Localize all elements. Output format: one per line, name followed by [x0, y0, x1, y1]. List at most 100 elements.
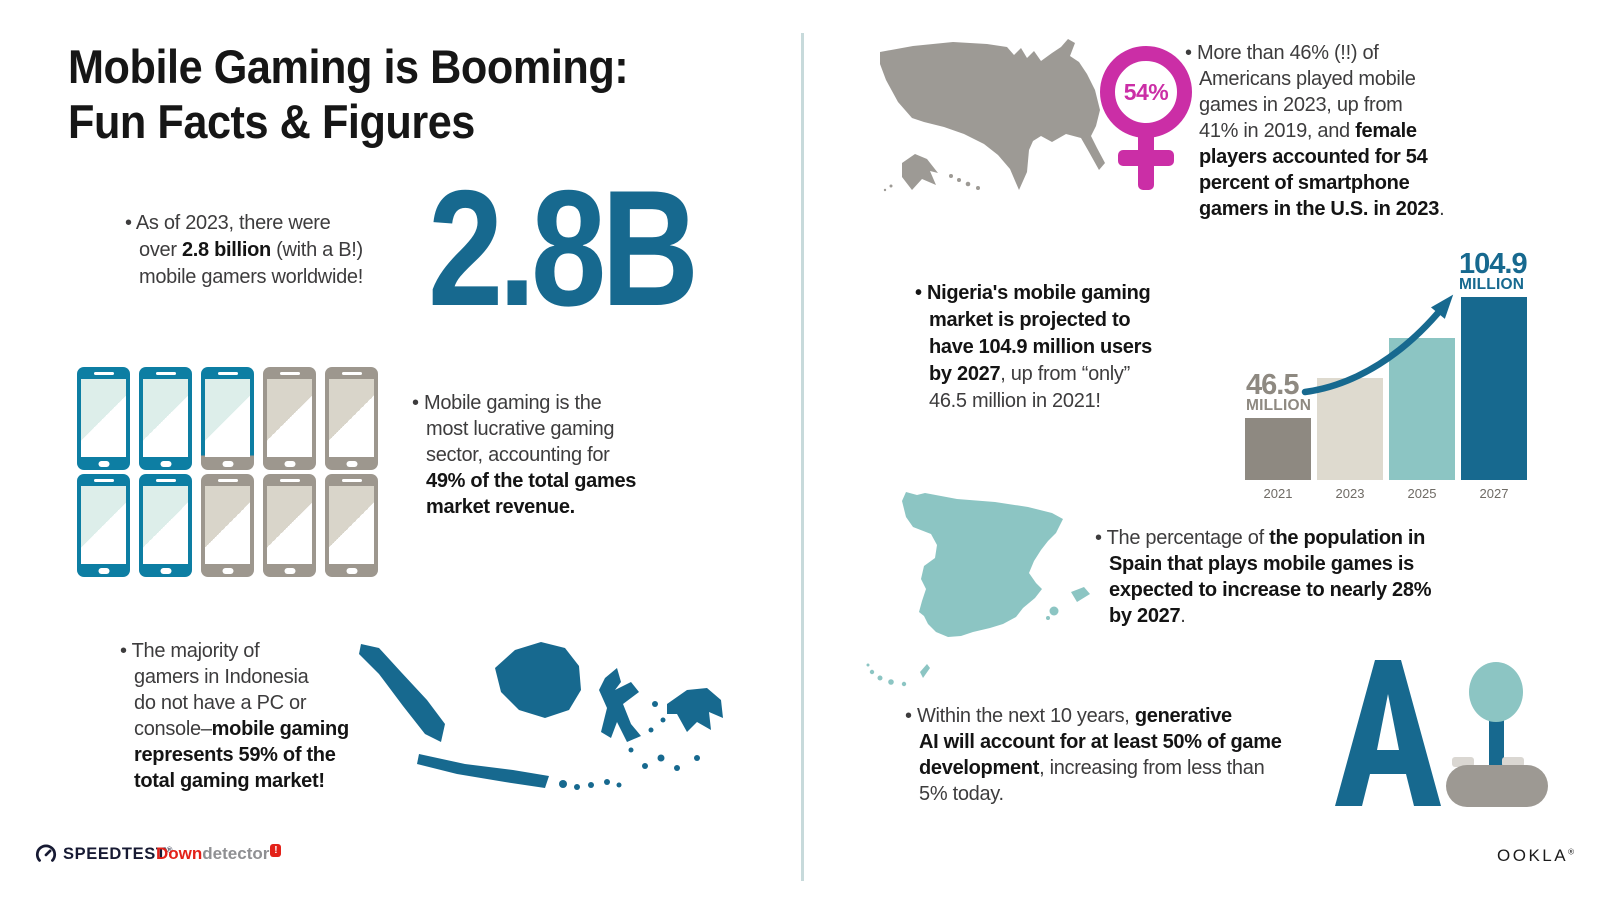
phone-screen — [329, 379, 374, 457]
joystick-ball-icon — [1469, 662, 1523, 722]
phone-speaker — [217, 478, 238, 482]
chart-label-2027: 104.9 MILLION — [1459, 247, 1528, 293]
text-run: mobile gaming represents 59% of the tota… — [134, 718, 349, 792]
text-run: the population in Spain that plays mobil… — [1109, 527, 1432, 627]
phone-screen — [81, 379, 126, 457]
phone-home-button — [160, 460, 171, 467]
downdetector-logo: Downdetector! — [156, 844, 282, 864]
phone-home-button — [222, 567, 233, 574]
spain-map-icon — [866, 492, 1090, 687]
downdetector-wordmark-detector: detector — [202, 844, 270, 863]
female-symbol-ring: 54% — [1100, 46, 1192, 138]
bar-rect-2027 — [1461, 297, 1527, 480]
text-run: • The majority of gamers in Indonesia do… — [120, 640, 309, 740]
bar-rect-2023 — [1317, 378, 1383, 480]
joystick-button-right — [1502, 757, 1524, 767]
phone-icon-gray — [325, 367, 378, 470]
chart-label-2027-value: 104.9 — [1459, 247, 1528, 280]
text-run: 49% of the total games market revenue. — [426, 470, 637, 518]
phone-speaker — [341, 371, 362, 375]
text-run: • Within the next 10 years, — [905, 705, 1135, 727]
phone-speaker — [155, 371, 176, 375]
bar-2021: 2021 — [1245, 245, 1311, 501]
letter-a-icon — [1335, 660, 1441, 806]
fact-spain: • The percentage of the population in Sp… — [1095, 525, 1431, 629]
speedtest-logo: SPEEDTEST® — [35, 843, 173, 865]
fact-nigeria: • Nigeria's mobile gaming market is proj… — [915, 280, 1152, 415]
bar-year-label: 2021 — [1263, 486, 1293, 501]
growth-arrow-icon — [1301, 294, 1454, 396]
phone-speaker — [217, 371, 238, 375]
phone-icon-teal — [77, 474, 130, 577]
female-symbol-crossbar — [1118, 150, 1174, 166]
phone-home-button — [346, 567, 357, 574]
text-run: . — [1180, 605, 1186, 627]
ookla-logo: OOKLA® — [1497, 846, 1577, 866]
phone-screen — [143, 486, 188, 564]
bar-year-label: 2025 — [1407, 486, 1437, 501]
phone-icon-gray — [263, 474, 316, 577]
page-title: Mobile Gaming is Booming: Fun Facts & Fi… — [68, 40, 629, 148]
phone-icon-teal — [139, 367, 192, 470]
chart-label-2021-value: 46.5 — [1246, 368, 1299, 401]
phone-screen — [267, 486, 312, 564]
bar-2025: 2025 — [1389, 245, 1455, 501]
phone-home-button — [222, 460, 233, 467]
phone-icon-split — [201, 367, 254, 470]
bar-year-label: 2027 — [1479, 486, 1509, 501]
text-run: . — [1439, 198, 1445, 220]
chart-label-2021: 46.5 MILLION — [1246, 368, 1312, 415]
chart-bars: 2021 2023 2025 2027 — [1245, 245, 1527, 501]
phone-home-button — [284, 567, 295, 574]
ookla-wordmark: OOKLA — [1497, 846, 1569, 865]
phone-home-button — [98, 567, 109, 574]
phone-screen — [143, 379, 188, 457]
text-run: , increasing from less than 5% today. — [919, 757, 1265, 805]
column-divider — [801, 33, 804, 881]
usa-map-icon — [880, 39, 1105, 192]
phone-screen — [205, 379, 250, 457]
fact-revenue: • Mobile gaming is the most lucrative ga… — [412, 390, 636, 520]
text-run: female players accounted for 54 percent … — [1199, 120, 1440, 220]
text-run: • More than 46% (!!) of Americans played… — [1185, 42, 1416, 142]
text-run: generative AI will account for at least … — [919, 705, 1282, 779]
bar-rect-2021 — [1245, 418, 1311, 480]
phone-icon-teal — [139, 474, 192, 577]
phone-home-button — [98, 460, 109, 467]
bar-2027: 2027 — [1461, 245, 1527, 501]
joystick-stick — [1489, 718, 1504, 770]
downdetector-exclamation-icon: ! — [270, 844, 282, 857]
phone-screen — [81, 486, 126, 564]
text-run: 2.8 billion — [181, 239, 271, 261]
speedtest-gauge-icon — [35, 844, 57, 862]
fact-indonesia: • The majority of gamers in Indonesia do… — [120, 638, 349, 794]
phones-grid — [77, 367, 378, 581]
text-run: • Nigeria's mobile gaming market is proj… — [915, 282, 1152, 385]
text-run: • Mobile gaming is the most lucrative ga… — [412, 392, 615, 466]
phone-icon-gray — [325, 474, 378, 577]
phone-screen — [329, 486, 374, 564]
text-run: • As of 2023, there were over — [125, 212, 331, 261]
phone-home-button — [346, 460, 357, 467]
indonesia-map-icon — [359, 642, 723, 790]
text-run: • The percentage of — [1095, 527, 1270, 549]
nigeria-users-bar-chart: 2021 2023 2025 2027 46.5 MILLION 104.9 MILL… — [1245, 245, 1528, 503]
phone-home-button — [160, 567, 171, 574]
downdetector-wordmark-down: Down — [156, 844, 203, 863]
phone-icon-gray — [201, 474, 254, 577]
phone-screen — [205, 486, 250, 564]
stat-54-percent: 54% — [1123, 78, 1169, 105]
fact-gamers-worldwide: • As of 2023, there were over 2.8 billio… — [125, 210, 363, 291]
chart-label-2021-unit: MILLION — [1246, 397, 1312, 415]
phone-home-button — [284, 460, 295, 467]
phone-screen — [267, 379, 312, 457]
joystick-base — [1446, 765, 1548, 807]
phone-speaker — [93, 478, 114, 482]
joystick-button-left — [1452, 757, 1474, 767]
bar-2023: 2023 — [1317, 245, 1383, 501]
text-run: , up from “only” 46.5 million in 2021! — [929, 363, 1130, 412]
stat-2-8b: 2.8B — [428, 156, 699, 340]
phone-speaker — [279, 371, 300, 375]
phone-icon-gray — [263, 367, 316, 470]
ookla-trademark: ® — [1568, 847, 1577, 857]
